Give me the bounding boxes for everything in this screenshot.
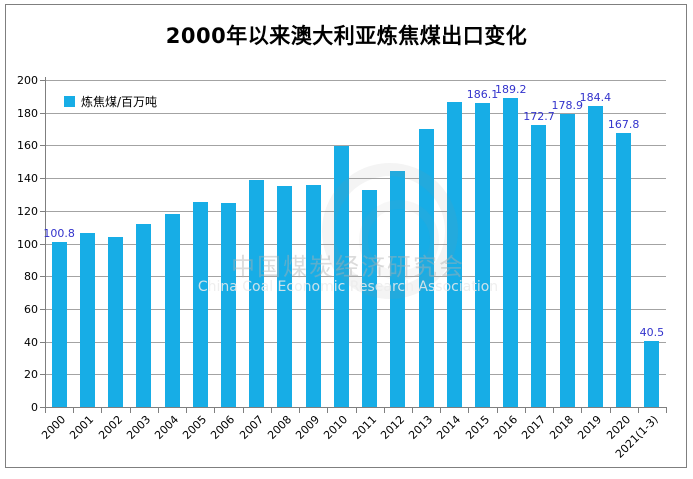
y-tick-label: 200 xyxy=(17,74,38,87)
x-tick-mark xyxy=(440,408,442,413)
data-label-2015: 186.1 xyxy=(466,87,499,101)
y-tick-label: 120 xyxy=(17,204,38,218)
bar-2009 xyxy=(305,184,321,407)
bar-2002 xyxy=(108,236,124,407)
x-axis-line xyxy=(45,407,667,408)
data-label-2020: 167.8 xyxy=(607,117,640,131)
bar-2000 xyxy=(51,242,67,407)
bar-2014 xyxy=(446,102,462,407)
y-tick-label: 20 xyxy=(24,368,38,382)
bar-2001 xyxy=(79,233,95,407)
x-tick-mark xyxy=(609,408,611,413)
x-tick-mark xyxy=(73,408,75,413)
x-tick-mark xyxy=(383,408,385,413)
x-tick-mark xyxy=(553,408,555,413)
x-tick-mark xyxy=(411,408,413,413)
x-tick-mark xyxy=(157,408,159,413)
y-tick-mark xyxy=(40,112,45,114)
y-tick-label: 160 xyxy=(17,139,38,153)
bar-2019 xyxy=(587,105,603,407)
y-tick-mark xyxy=(40,276,45,278)
bar-2004 xyxy=(164,214,180,407)
y-tick-label: 80 xyxy=(24,270,38,284)
legend-swatch-icon xyxy=(64,96,75,107)
y-tick-label: 100 xyxy=(17,237,38,251)
x-tick-mark xyxy=(666,408,667,413)
data-label-2017: 172.7 xyxy=(523,109,555,123)
bar-2020 xyxy=(616,132,632,407)
bar-2007 xyxy=(249,180,265,407)
x-tick-mark xyxy=(186,408,188,413)
x-tick-mark xyxy=(270,408,272,413)
x-tick-mark xyxy=(468,408,470,413)
watermark-english-text: China Coal Economic Research Association xyxy=(197,279,499,295)
bar-2008 xyxy=(277,186,293,407)
bar-2003 xyxy=(136,223,152,407)
y-tick-mark xyxy=(40,407,45,408)
data-label-2018: 178.9 xyxy=(551,99,583,113)
grid-line xyxy=(45,80,666,81)
y-tick-mark xyxy=(40,145,45,147)
y-tick-mark xyxy=(40,178,45,180)
y-tick-label: 180 xyxy=(17,106,38,120)
bar-2005 xyxy=(192,202,208,407)
bar-2016 xyxy=(503,97,519,407)
legend-label: 炼焦煤/百万吨 xyxy=(81,95,158,109)
x-tick-mark xyxy=(524,408,526,413)
y-tick-mark xyxy=(40,341,45,343)
bar-2015 xyxy=(475,102,491,407)
y-tick-mark xyxy=(40,210,45,212)
x-tick-mark xyxy=(45,408,46,413)
y-tick-mark xyxy=(40,80,45,81)
data-label-2019: 184.4 xyxy=(579,90,612,104)
x-tick-mark xyxy=(129,408,131,413)
y-tick-mark xyxy=(40,374,45,376)
grid-line xyxy=(45,308,666,310)
grid-line xyxy=(45,374,666,376)
x-tick-mark xyxy=(637,408,639,413)
grid-line xyxy=(45,341,666,343)
y-tick-label: 0 xyxy=(31,401,38,414)
bar-2006 xyxy=(220,203,236,407)
data-label-2000: 100.8 xyxy=(43,227,75,241)
y-tick-label: 40 xyxy=(24,335,38,349)
x-tick-mark xyxy=(327,408,329,413)
y-tick-label: 140 xyxy=(17,172,38,186)
legend: 炼焦煤/百万吨 xyxy=(64,93,157,110)
x-tick-mark xyxy=(496,408,498,413)
bar-2021(1-3) xyxy=(644,340,660,407)
data-label-2016: 189.2 xyxy=(495,82,527,96)
x-tick-mark xyxy=(214,408,216,413)
watermark-chinese-text: 中国煤炭经济研究会 xyxy=(231,253,465,281)
bar-2018 xyxy=(559,114,575,407)
y-tick-mark xyxy=(40,308,45,310)
y-tick-mark xyxy=(40,243,45,245)
x-tick-mark xyxy=(581,408,583,413)
grid-line xyxy=(45,145,666,147)
x-tick-mark xyxy=(355,408,357,413)
x-tick-mark xyxy=(242,408,244,413)
y-tick-label: 60 xyxy=(24,302,38,316)
x-tick-mark xyxy=(101,408,103,413)
chart-title: 2000年以来澳大利亚炼焦煤出口变化 xyxy=(165,24,528,48)
data-label-2021(1-3): 40.5 xyxy=(639,325,665,339)
bar-2017 xyxy=(531,124,547,407)
watermark-logo-inner-ring-icon xyxy=(359,200,439,280)
y-axis-line xyxy=(45,77,46,408)
x-tick-mark xyxy=(299,408,301,413)
grid-line xyxy=(45,112,666,114)
